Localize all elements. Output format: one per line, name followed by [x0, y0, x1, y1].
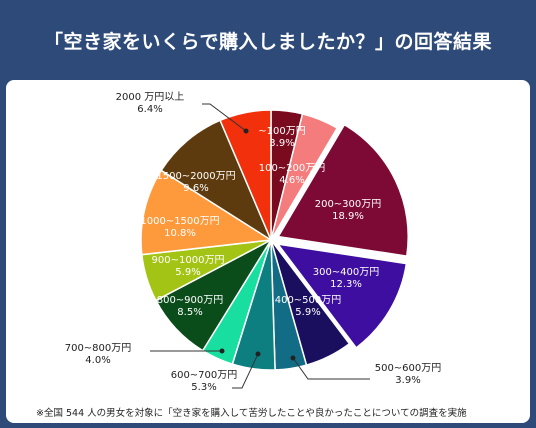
slice-label: 100~200万円 — [259, 163, 326, 174]
slice-label: ~100万円 — [258, 126, 305, 137]
leader-line — [292, 357, 370, 380]
leader-dot — [290, 355, 296, 361]
leader-line — [202, 103, 247, 132]
chart-title: 「空き家をいくらで購入しましたか？」の回答結果 — [44, 30, 492, 53]
slice-label: 1000~1500万円 — [140, 216, 219, 227]
slice-label: 2000 万円以上 — [116, 91, 185, 103]
slice-value: 5.9% — [175, 267, 200, 278]
slice-value: 12.3% — [330, 279, 362, 290]
slice-label: 900~1000万円 — [152, 255, 225, 266]
pie-slice — [140, 169, 274, 256]
leader-dot — [219, 348, 225, 354]
slice-value: 9.6% — [183, 183, 208, 194]
slice-value: 5.9% — [295, 307, 320, 318]
leader-dot — [255, 351, 261, 357]
pie-slice — [160, 119, 273, 242]
slice-label: 400~500万円 — [275, 295, 342, 306]
pie-slice — [277, 123, 409, 257]
slice-value: 8.5% — [177, 307, 202, 318]
leader-line — [232, 353, 259, 389]
slice-label: 700~800万円 — [65, 343, 132, 354]
pie-slice — [276, 243, 408, 349]
slice-value: 18.9% — [332, 211, 364, 222]
slice-label: 300~400万円 — [313, 267, 380, 278]
slice-value: 3.9% — [395, 375, 420, 386]
slice-value: 10.8% — [164, 228, 196, 239]
slice-value: 4.6% — [279, 175, 304, 186]
slice-label: 1500~2000万円 — [156, 171, 235, 182]
slice-label: 500~600万円 — [375, 363, 442, 374]
slice-value: 4.0% — [85, 355, 110, 366]
slice-value: 3.9% — [269, 138, 294, 149]
slice-label: 200~300万円 — [315, 199, 382, 210]
pie-slice — [270, 112, 339, 241]
footnote: ※全国 544 人の男女を対象に「空き家を購入して苦労したことや良かったことにつ… — [36, 408, 467, 419]
slice-value: 5.3% — [191, 382, 216, 393]
slice-label: 600~700万円 — [171, 370, 238, 381]
leader-dot — [243, 128, 249, 134]
slice-label: 800~900万円 — [157, 295, 224, 306]
slice-value: 6.4% — [137, 104, 162, 115]
pie-slice — [219, 109, 272, 241]
